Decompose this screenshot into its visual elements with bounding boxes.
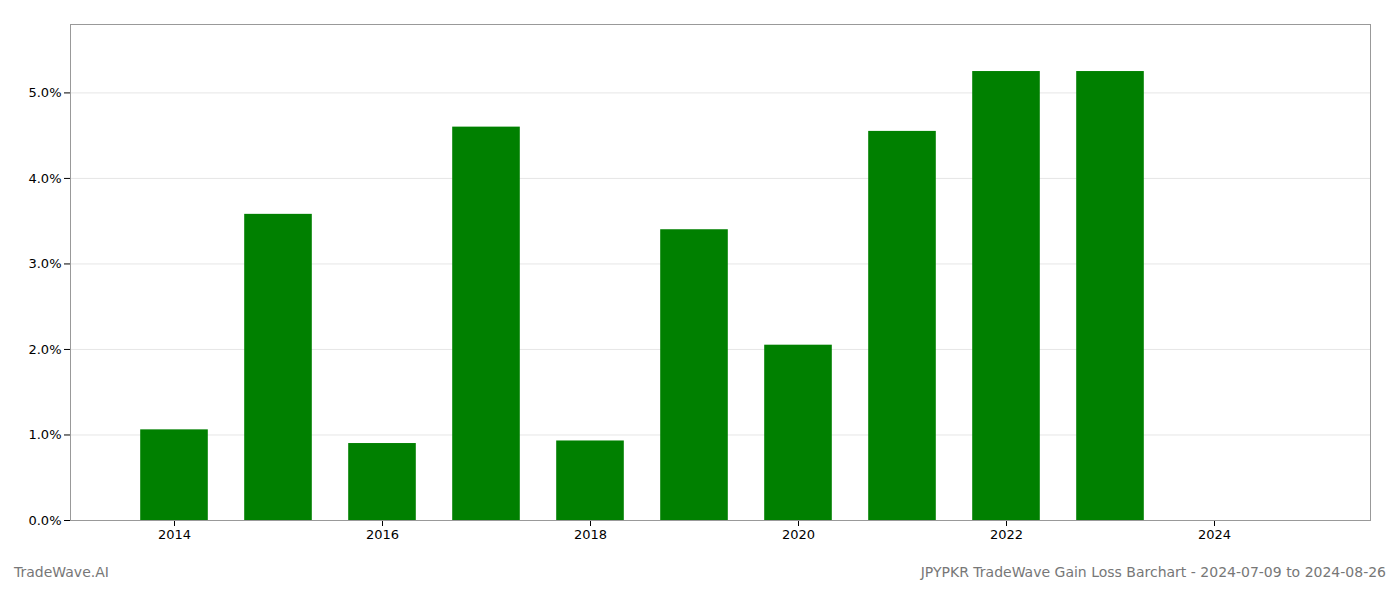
svg-text:2016: 2016 (366, 527, 399, 542)
svg-text:2.0%: 2.0% (28, 342, 61, 357)
html-text:JPYPKR TradeWave Gain Loss Bar: JPYPKR TradeWave Gain Loss Barchart - 20… (920, 564, 1386, 580)
svg-text:2014: 2014 (158, 527, 191, 542)
svg-text:5.0%: 5.0% (28, 85, 61, 100)
svg-text:4.0%: 4.0% (28, 171, 61, 186)
svg-text:1.0%: 1.0% (28, 427, 61, 442)
svg-text:2020: 2020 (782, 527, 815, 542)
html-text:TradeWave.AI: TradeWave.AI (14, 564, 109, 580)
svg-text:2018: 2018 (574, 527, 607, 542)
svg-text:0.0%: 0.0% (28, 513, 61, 528)
svg-text:2022: 2022 (990, 527, 1023, 542)
svg-text:2024: 2024 (1198, 527, 1231, 542)
svg-text:3.0%: 3.0% (28, 256, 61, 271)
